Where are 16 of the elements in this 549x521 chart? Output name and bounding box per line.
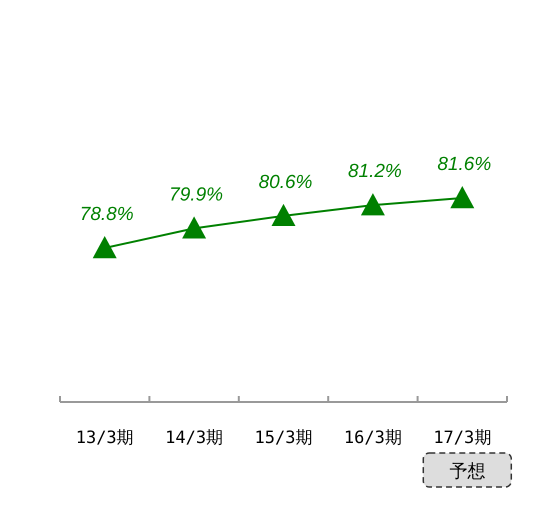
point <box>360 193 385 216</box>
x-tick-label: 16/3期 <box>344 428 402 448</box>
x-tick-label: 14/3期 <box>165 428 224 448</box>
point <box>272 204 296 226</box>
x-tick-label: 13/3期 <box>76 428 134 448</box>
annotation: 予想 <box>422 452 512 488</box>
point <box>450 186 474 208</box>
x-tick-label: 15/3期 <box>254 428 312 448</box>
point <box>92 236 117 258</box>
data-label: 80.6% <box>258 172 313 193</box>
x-tick-label: 17/3期 <box>433 428 492 448</box>
data-label: 78.8% <box>80 204 134 225</box>
data-label: 81.2% <box>348 161 402 182</box>
data-label: 81.6% <box>437 154 492 175</box>
point <box>182 216 206 239</box>
data-label: 79.9% <box>169 184 224 206</box>
